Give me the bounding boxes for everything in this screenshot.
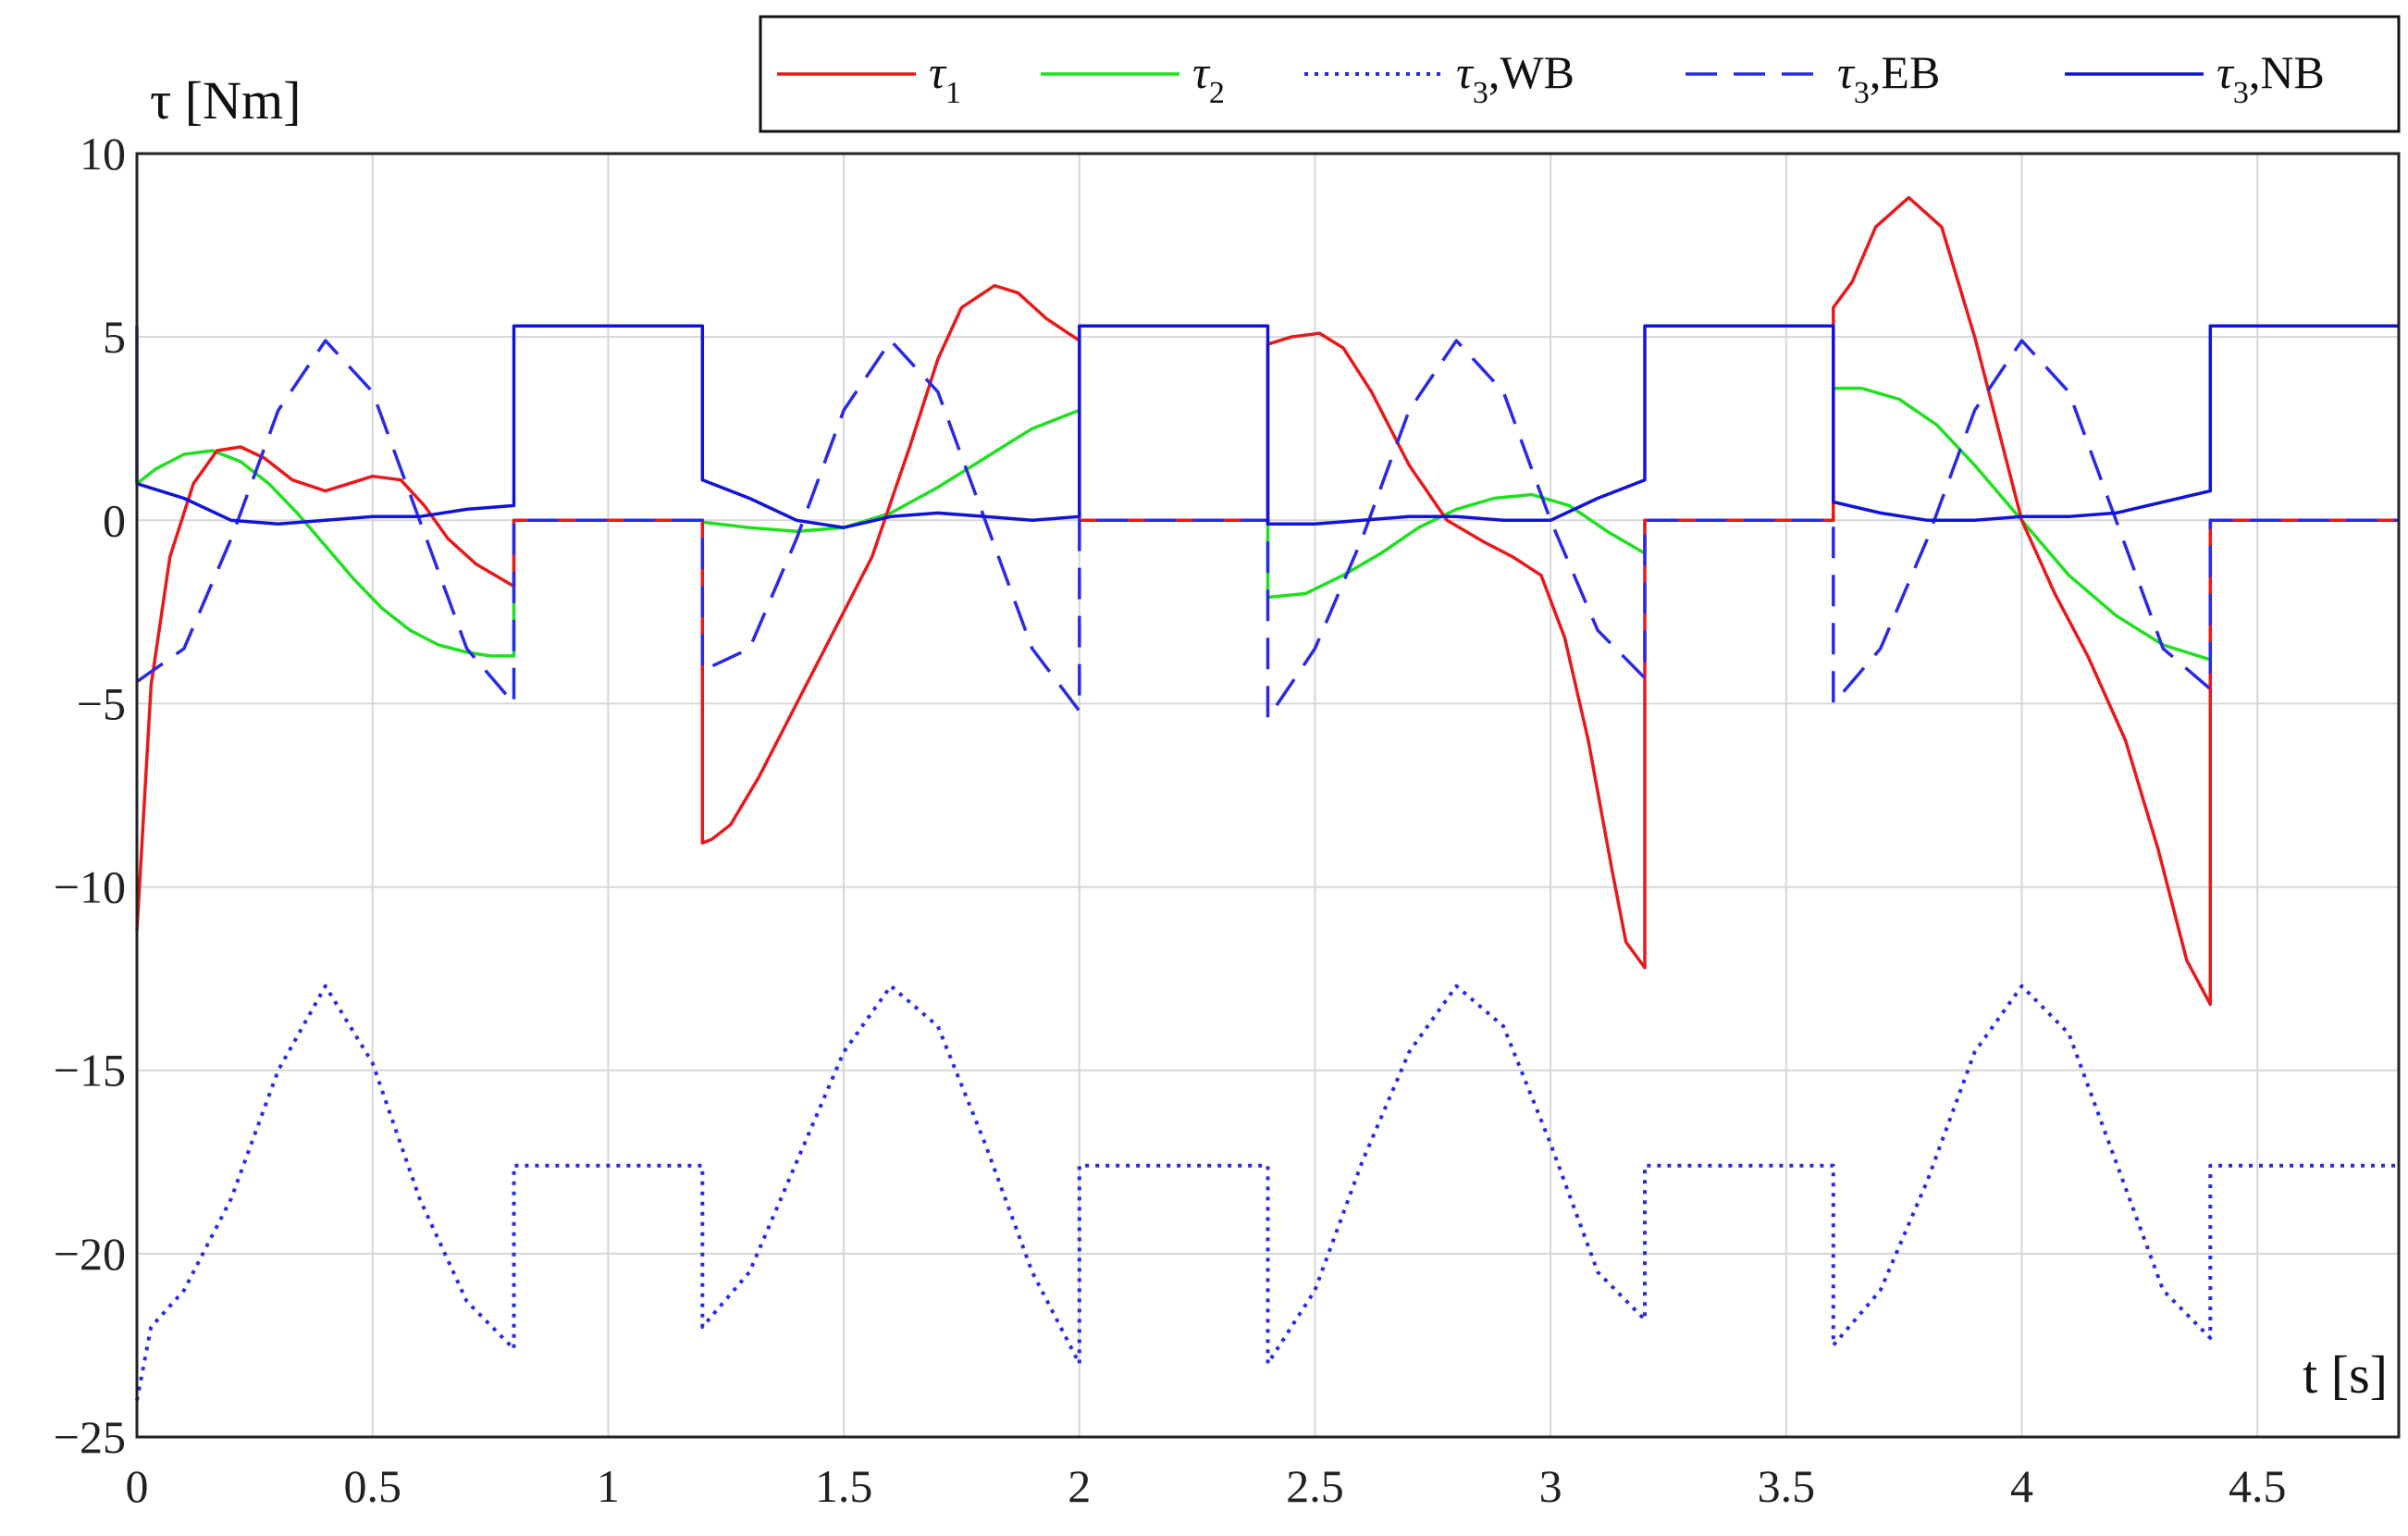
legend-label: τ3,WB: [1456, 46, 1574, 110]
y-axis-title: τ [Nm]: [150, 70, 301, 130]
y-tick-labels: 10 5 0 −5 −10 −15 −20 −25: [54, 128, 126, 1463]
x-tick-label: 3: [1539, 1460, 1562, 1512]
legend-label: τ1: [929, 46, 961, 110]
series-line--3-nb: [135, 324, 2399, 529]
y-tick-label: 10: [80, 128, 126, 180]
legend-label: τ2: [1192, 46, 1225, 110]
x-tick-label: 0: [126, 1460, 149, 1512]
x-tick-labels: 0 0.5 1 1.5 2 2.5 3 3.5 4 4.5: [126, 1460, 2287, 1512]
y-tick-label: 0: [103, 494, 126, 546]
x-tick-label: 1: [597, 1460, 620, 1512]
x-axis-title: t [s]: [2303, 1344, 2388, 1405]
y-tick-label: −5: [77, 677, 126, 729]
plot-frame: [135, 152, 2401, 1439]
legend: τ1 τ2 τ3,WB τ3,EB τ3,NB: [759, 15, 2401, 133]
x-tick-label: 4: [2010, 1460, 2033, 1512]
series-line--3-eb: [135, 339, 2399, 721]
y-tick-label: 5: [103, 311, 126, 363]
x-tick-label: 0.5: [343, 1460, 401, 1512]
y-tick-label: −20: [54, 1228, 126, 1280]
y-tick-label: −25: [54, 1411, 126, 1463]
x-tick-label: 4.5: [2229, 1460, 2287, 1512]
x-tick-label: 1.5: [815, 1460, 873, 1512]
x-tick-label: 2.5: [1286, 1460, 1344, 1512]
y-tick-label: −15: [54, 1045, 126, 1096]
legend-label: τ3,EB: [1837, 46, 1940, 110]
legend-label: τ3,NB: [2217, 46, 2325, 110]
y-tick-label: −10: [54, 861, 126, 913]
x-tick-label: 3.5: [1758, 1460, 1816, 1512]
series-group: [135, 195, 2399, 1401]
x-tick-label: 2: [1068, 1460, 1091, 1512]
